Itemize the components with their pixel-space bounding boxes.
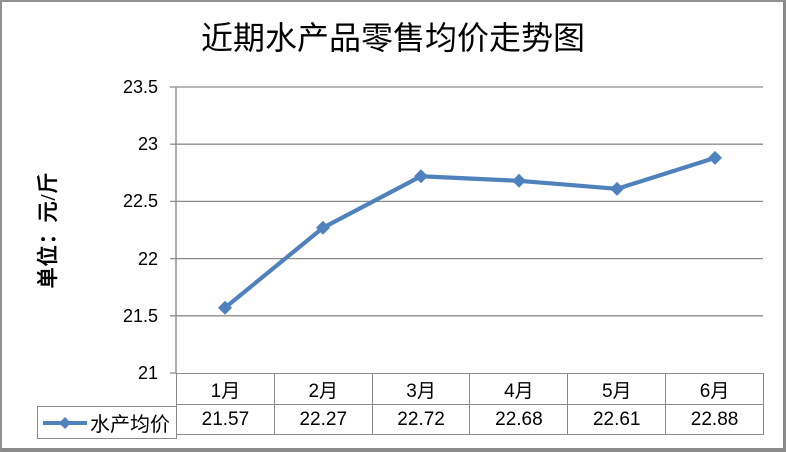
y-axis-tick-label: 22.5 <box>122 191 158 212</box>
value-cell: 22.68 <box>469 404 569 435</box>
data-point-marker <box>414 169 428 184</box>
value-cell: 22.72 <box>371 404 471 435</box>
y-axis-tick-label: 22 <box>137 248 158 269</box>
y-axis-tick-label: 23.5 <box>122 77 158 97</box>
data-point-marker <box>316 220 330 235</box>
category-cell: 1月 <box>176 373 275 405</box>
legend-cell: 水产均价 <box>37 406 177 439</box>
category-cell: 5月 <box>567 373 667 405</box>
value-cell: 21.57 <box>176 404 275 435</box>
data-point-marker <box>708 150 722 165</box>
value-cell: 22.88 <box>665 404 764 435</box>
category-cell: 3月 <box>371 373 471 405</box>
data-point-marker <box>512 173 526 188</box>
value-cell: 22.61 <box>567 404 667 435</box>
data-point-marker <box>218 300 232 315</box>
category-cell: 4月 <box>469 373 569 405</box>
legend-series-label: 水产均价 <box>90 414 170 436</box>
data-table: 1月 2月 3月 4月 5月 6月 21.57 22.27 22.72 22.68 22.61 22.… <box>176 373 764 435</box>
y-axis-tick-label: 21 <box>137 363 158 383</box>
chart-title: 近期水产品零售均价走势图 <box>200 20 585 56</box>
series-line <box>222 155 718 310</box>
y-axis-tick-label: 23 <box>137 134 158 155</box>
data-point-marker <box>610 181 624 196</box>
category-cell: 2月 <box>273 373 373 405</box>
value-cell: 22.27 <box>273 404 373 435</box>
legend-line-diamond-icon <box>43 416 87 429</box>
category-cell: 6月 <box>665 373 764 405</box>
y-axis-tick-label: 21.5 <box>122 305 158 326</box>
